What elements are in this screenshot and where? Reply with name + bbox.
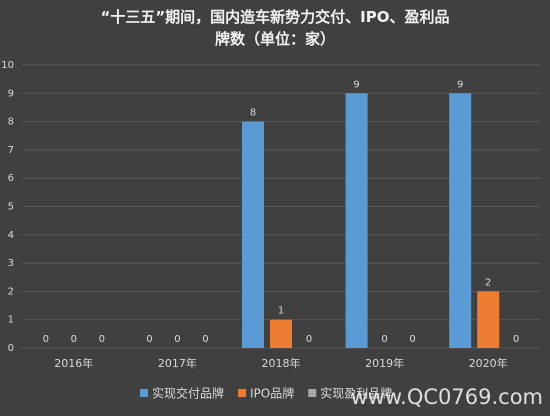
bar — [477, 291, 500, 348]
y-tick-label: 5 — [8, 202, 14, 213]
legend-label: 实现盈利品牌 — [320, 386, 392, 401]
data-label: 0 — [381, 334, 387, 345]
chart-title: “十三五”期间，国内造车新势力交付、IPO、盈利品牌数（单位：家） — [100, 8, 450, 48]
y-tick-label: 8 — [8, 117, 14, 128]
data-label: 8 — [250, 108, 256, 119]
data-label: 0 — [306, 334, 312, 345]
watermark: www.QC0769.com — [351, 385, 543, 409]
data-label: 0 — [43, 334, 49, 345]
legend-swatch — [308, 389, 317, 397]
legend-swatch — [238, 389, 247, 397]
x-tick-label: 2019年 — [365, 356, 404, 370]
y-tick-label: 7 — [8, 145, 14, 156]
y-tick-label: 9 — [8, 88, 14, 99]
y-tick-label: 6 — [8, 173, 14, 184]
y-tick-label: 3 — [8, 258, 14, 269]
y-tick-label: 10 — [1, 60, 14, 71]
legend-label: 实现交付品牌 — [152, 386, 224, 401]
bar — [345, 93, 368, 348]
data-label: 2 — [485, 277, 491, 288]
data-label: 0 — [202, 334, 208, 345]
legend-label: IPO品牌 — [250, 387, 294, 401]
data-label: 0 — [99, 334, 105, 345]
x-tick-label: 2020年 — [469, 356, 508, 370]
y-tick-label: 1 — [8, 315, 14, 326]
x-tick-label: 2017年 — [158, 356, 197, 370]
data-label: 9 — [457, 79, 463, 90]
bar — [449, 93, 472, 348]
x-tick-label: 2016年 — [54, 356, 93, 370]
y-tick-label: 4 — [8, 230, 14, 241]
bar — [270, 319, 292, 348]
data-label: 9 — [353, 79, 359, 90]
x-tick-label: 2018年 — [262, 356, 301, 370]
data-label: 0 — [174, 334, 180, 345]
data-label: 1 — [278, 306, 284, 317]
y-tick-label: 0 — [8, 343, 14, 354]
data-label: 0 — [146, 334, 152, 345]
data-label: 0 — [71, 334, 77, 345]
data-label: 0 — [409, 334, 415, 345]
legend-swatch — [140, 389, 148, 397]
data-label: 0 — [513, 334, 519, 345]
y-tick-label: 2 — [8, 286, 14, 297]
bar — [242, 121, 264, 348]
